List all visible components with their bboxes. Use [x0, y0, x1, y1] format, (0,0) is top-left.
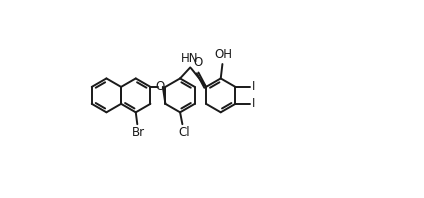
Text: I: I	[252, 80, 256, 93]
Text: I: I	[252, 97, 256, 110]
Text: Cl: Cl	[178, 126, 190, 139]
Text: O: O	[155, 80, 165, 93]
Text: Br: Br	[131, 126, 145, 139]
Text: O: O	[194, 56, 203, 69]
Text: HN: HN	[181, 52, 198, 65]
Text: OH: OH	[214, 48, 232, 61]
